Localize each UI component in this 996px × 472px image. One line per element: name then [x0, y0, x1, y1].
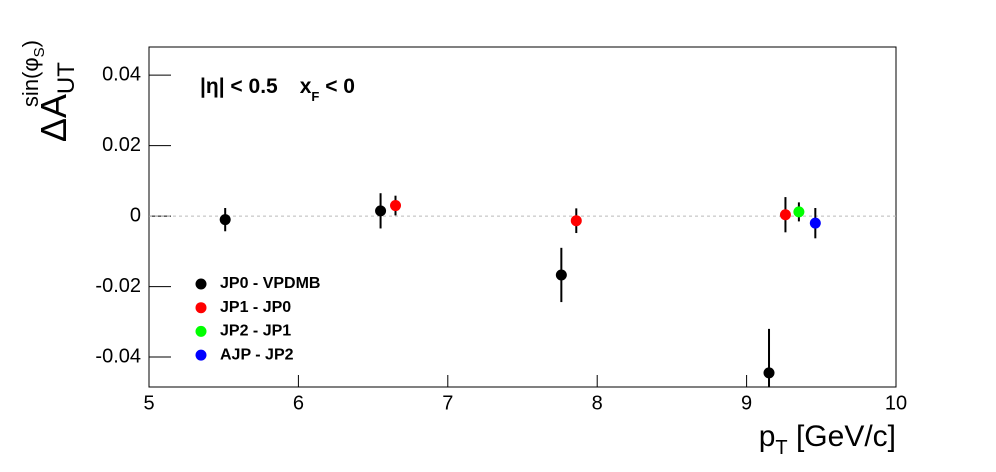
- x-tick-label: 6: [293, 392, 304, 414]
- y-title-sup-sub: S: [31, 47, 48, 57]
- legend-label: AJP - JP2: [220, 346, 294, 363]
- y-tick-label: 0.02: [102, 134, 141, 156]
- data-point: [555, 269, 567, 281]
- y-tick-label: 0: [130, 204, 141, 226]
- y-title-sup: sin(φ: [18, 57, 43, 107]
- legend-marker: [195, 278, 207, 290]
- data-point: [219, 214, 231, 226]
- data-point: [375, 205, 387, 217]
- data-point: [763, 367, 775, 379]
- legend-marker: [195, 349, 207, 361]
- y-title-sup-end: ): [18, 40, 43, 47]
- annotation-x: x: [300, 75, 312, 98]
- x-title-sub: T: [775, 437, 787, 459]
- legend-marker: [195, 325, 207, 337]
- x-tick-label: 7: [442, 392, 453, 414]
- data-point: [793, 206, 805, 218]
- data-point: [779, 209, 791, 221]
- legend-marker: [195, 302, 207, 314]
- y-axis-title: ΔAUT sin(φS): [18, 40, 80, 142]
- plot-frame: [148, 46, 897, 388]
- x-axis-title: pT [GeV/c]: [759, 420, 896, 459]
- annotation-eta: |η| < 0.5: [200, 75, 278, 98]
- data-area: [219, 193, 821, 387]
- x-tick-label: 9: [741, 392, 752, 414]
- y-tick-label: 0.04: [102, 63, 141, 85]
- y-title-main: ΔA: [33, 94, 74, 142]
- annotation: |η| < 0.5 xF < 0: [200, 75, 355, 104]
- legend-label: JP2 - JP1: [220, 323, 291, 340]
- legend-label: JP0 - VPDMB: [220, 275, 320, 292]
- data-point: [570, 215, 582, 227]
- annotation-x-rest: < 0: [319, 75, 355, 98]
- legend-label: JP1 - JP0: [220, 299, 291, 316]
- data-point: [390, 200, 402, 212]
- y-tick-label: -0.02: [95, 275, 141, 297]
- data-point: [809, 217, 821, 229]
- annotation-x-sub: F: [311, 89, 319, 104]
- x-tick-label: 8: [592, 392, 603, 414]
- y-tick-label: -0.04: [95, 345, 141, 367]
- x-tick-label: 5: [143, 392, 154, 414]
- y-title-sub: UT: [53, 62, 80, 94]
- x-tick-label: 10: [885, 392, 907, 414]
- x-title-rest: [GeV/c]: [788, 420, 896, 453]
- x-title-main: p: [759, 420, 776, 453]
